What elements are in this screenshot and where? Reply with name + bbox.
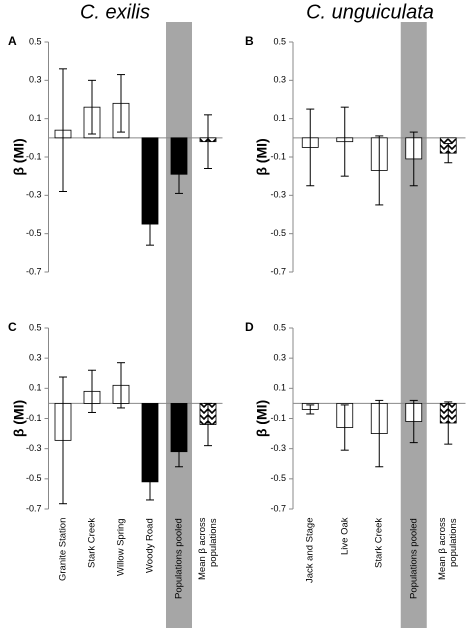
- y-tick-label: 0.5: [29, 36, 42, 46]
- y-tick-label: 0.5: [273, 36, 286, 46]
- y-tick-label: 0.1: [29, 383, 42, 393]
- y-tick-label: -0.3: [26, 443, 42, 453]
- highlight-band: [400, 300, 427, 628]
- panel-letter: B: [245, 34, 254, 48]
- x-tick-label: Granite Station: [57, 518, 69, 582]
- x-tick-label: Populations pooled: [408, 518, 420, 599]
- y-tick-label: -0.7: [270, 503, 286, 513]
- y-tick-label: 0.3: [273, 75, 286, 85]
- y-axis-label: β (MI): [254, 400, 270, 437]
- y-axis-label: β (MI): [11, 138, 27, 175]
- y-tick-label: 0.3: [273, 353, 286, 363]
- y-tick-label: 0.1: [273, 113, 286, 123]
- panel-letter: A: [8, 34, 17, 48]
- y-tick-label: 0.5: [273, 322, 286, 332]
- y-tick-label: -0.5: [270, 473, 286, 483]
- x-tick-label: Stark Creek: [86, 518, 98, 569]
- x-tick-label: Jack and Stage: [304, 518, 316, 584]
- y-tick-label: -0.1: [26, 151, 42, 161]
- x-tick-label: Mean β across populations: [437, 518, 460, 581]
- y-tick-label: 0.3: [29, 353, 42, 363]
- y-tick-label: -0.3: [270, 190, 286, 200]
- y-tick-label: -0.1: [270, 413, 286, 423]
- y-tick-label: 0.1: [29, 113, 42, 123]
- x-tick-label: Populations pooled: [173, 518, 185, 599]
- x-tick-label: Stark Creek: [373, 518, 385, 569]
- y-tick-label: -0.7: [26, 503, 42, 513]
- y-tick-label: -0.3: [26, 190, 42, 200]
- y-tick-label: -0.7: [26, 266, 42, 276]
- y-axis-label: β (MI): [254, 138, 270, 175]
- y-tick-label: 0.5: [29, 322, 42, 332]
- y-tick-label: -0.5: [270, 228, 286, 238]
- y-tick-label: -0.1: [270, 151, 286, 161]
- x-tick-label: Woody Road: [144, 518, 156, 573]
- y-tick-label: -0.5: [26, 473, 42, 483]
- panel-letter: C: [8, 320, 17, 334]
- x-tick-label: Live Oak: [339, 518, 351, 556]
- column-title: C. unguiculata: [306, 1, 434, 23]
- y-tick-label: -0.1: [26, 413, 42, 423]
- x-tick-label: Mean β across populations: [197, 518, 219, 581]
- panel-letter: D: [245, 320, 254, 334]
- y-tick-label: -0.5: [26, 228, 42, 238]
- y-axis-label: β (MI): [11, 400, 27, 437]
- y-tick-label: -0.3: [270, 443, 286, 453]
- y-tick-label: 0.1: [273, 383, 286, 393]
- y-tick-label: -0.7: [270, 266, 286, 276]
- y-tick-label: 0.3: [29, 75, 42, 85]
- column-title: C. exilis: [80, 1, 150, 23]
- x-tick-label: Willow Spring: [115, 518, 127, 576]
